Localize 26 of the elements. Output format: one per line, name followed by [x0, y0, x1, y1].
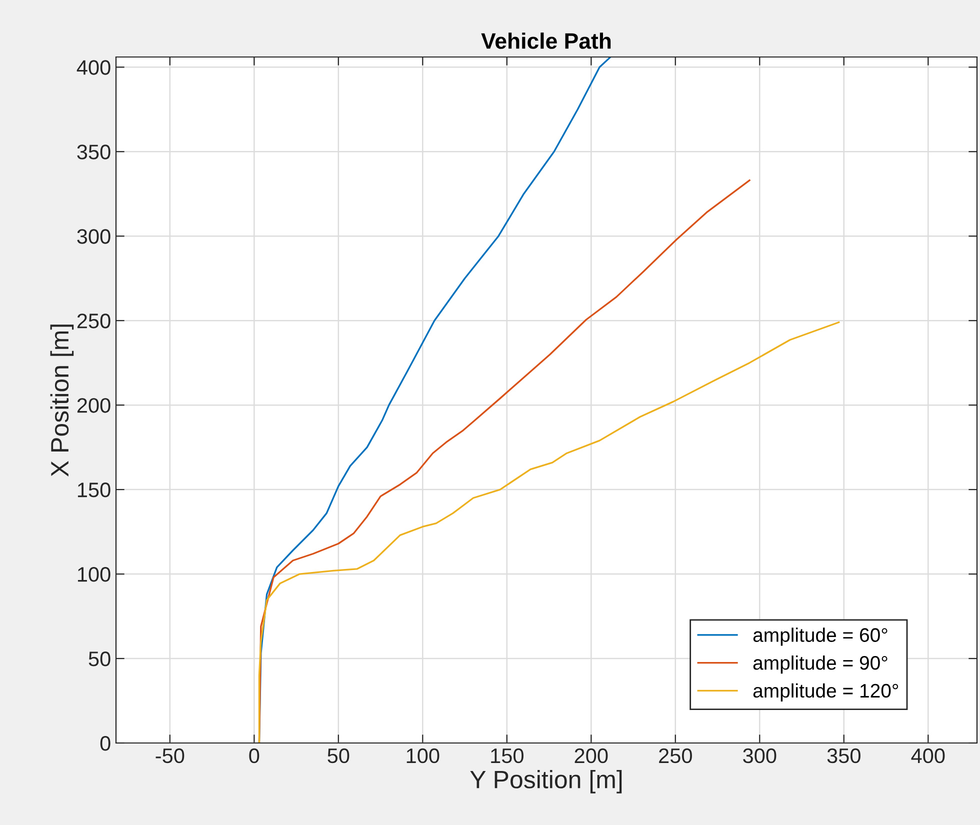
y-tick-label: 100 — [78, 567, 110, 582]
y-tick-label: 250 — [77, 314, 110, 328]
y-tick-label: 200 — [77, 398, 110, 413]
x-tick-label: 250 — [659, 748, 692, 764]
legend-label: amplitude = 60° — [753, 628, 888, 646]
x-tick-label: 300 — [743, 748, 776, 764]
x-tick-label: 350 — [827, 748, 860, 764]
x-tick-label: 50 — [328, 748, 350, 764]
chart-title: Vehicle Path — [481, 32, 611, 49]
y-tick-label: 0 — [100, 736, 110, 751]
y-tick-label: 400 — [76, 60, 110, 75]
line-series — [258, 321, 840, 743]
legend-label: amplitude = 120° — [753, 683, 898, 702]
x-tick-label: 0 — [249, 748, 260, 764]
x-axis-title: Y Position [m] — [470, 770, 622, 794]
legend-label: amplitude = 90° — [753, 656, 888, 674]
y-tick-label: 350 — [77, 144, 110, 160]
y-axis-title: X Position [m] — [50, 324, 74, 477]
x-tick-label: -50 — [156, 748, 184, 764]
y-tick-label: 300 — [77, 229, 110, 244]
x-tick-label: 150 — [491, 748, 524, 764]
x-tick-label: 200 — [574, 748, 608, 764]
y-tick-label: 50 — [88, 652, 110, 666]
x-tick-label: 400 — [911, 748, 945, 764]
x-tick-label: 100 — [406, 748, 440, 764]
y-tick-label: 150 — [78, 482, 110, 498]
